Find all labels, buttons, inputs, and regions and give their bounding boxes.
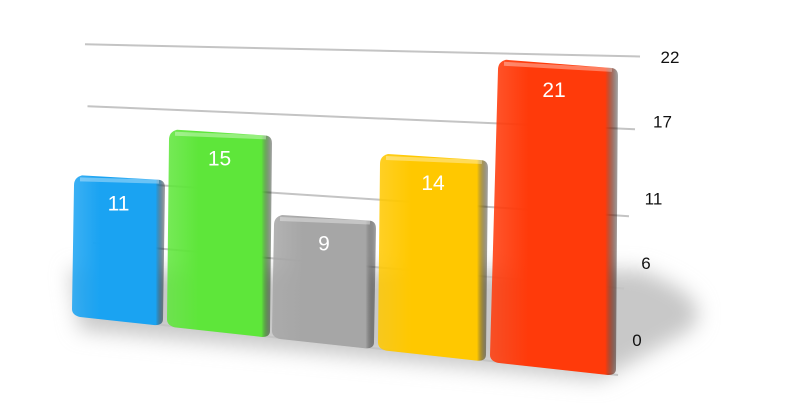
bar	[272, 215, 376, 349]
data-label: 15	[208, 148, 231, 171]
bar-top-highlight	[503, 61, 613, 72]
bar-top-highlight	[79, 177, 160, 184]
data-label: 14	[421, 172, 445, 195]
bar-top-highlight	[279, 217, 371, 225]
y-axis-ticks: 0 6 11 17 22	[632, 48, 679, 350]
y-tick-label: 0	[632, 331, 641, 350]
y-tick-label: 6	[641, 254, 650, 273]
y-tick-label: 22	[661, 48, 680, 67]
bars: 11 15 9 14 21	[72, 59, 618, 376]
bar	[72, 175, 165, 326]
gridline	[84, 43, 641, 58]
data-label: 11	[108, 193, 130, 216]
data-label: 9	[318, 233, 330, 256]
bar	[167, 129, 272, 337]
y-tick-label: 11	[645, 190, 663, 209]
data-label: 21	[542, 79, 565, 102]
bar-top-highlight	[174, 131, 267, 140]
bar-top-highlight	[385, 155, 483, 165]
y-tick-label: 17	[653, 112, 672, 131]
bar	[378, 153, 488, 361]
bar	[490, 59, 618, 376]
